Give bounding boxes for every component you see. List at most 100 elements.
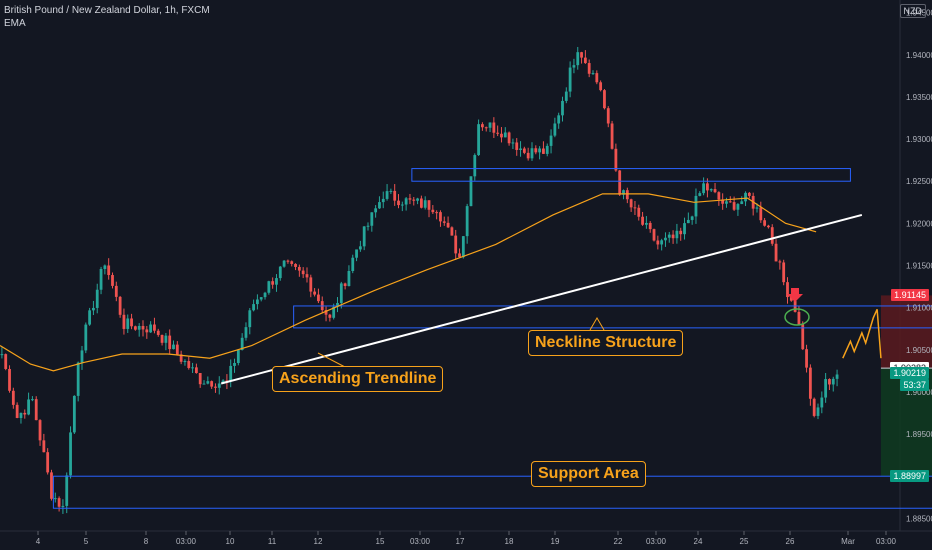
trendline-pointer	[317, 352, 346, 368]
candle-body	[778, 261, 782, 263]
candle-body	[271, 281, 275, 285]
candle-body	[641, 216, 644, 225]
candle-body	[252, 304, 255, 311]
candle-body	[324, 310, 328, 315]
candle-body	[114, 285, 118, 297]
candle-body	[381, 198, 385, 203]
time-axis[interactable]: 4 5 8 03:00 10 11 12 15 03:00 17 18 19 22 03:00 24 25 26…	[36, 531, 897, 546]
candle-body	[679, 230, 683, 235]
candle-body	[419, 198, 423, 208]
time-tick-label: 25	[740, 537, 749, 546]
candle-body	[465, 206, 469, 237]
candle-body	[747, 192, 751, 196]
candle-body	[84, 324, 88, 351]
candle-body	[236, 350, 240, 363]
candle-body	[92, 307, 95, 311]
time-tick-label: Mar	[841, 537, 855, 546]
support-annotation[interactable]: Support Area	[531, 461, 646, 487]
sell-arrow-icon	[787, 288, 803, 302]
time-tick-label: 22	[614, 537, 623, 546]
candle-body	[301, 270, 305, 275]
candle-body	[0, 354, 4, 356]
candle-body	[248, 310, 252, 328]
candle-body	[774, 243, 778, 262]
reversal-circle	[784, 308, 810, 326]
candle-body	[698, 193, 702, 196]
candle-body	[458, 253, 461, 258]
stop-loss-zone	[880, 295, 932, 369]
candle-body	[153, 324, 156, 331]
price-label: 53:37	[900, 379, 929, 392]
candle-body	[378, 202, 381, 209]
candle-body	[568, 67, 572, 92]
candle-body	[835, 374, 839, 379]
candle-body	[107, 265, 111, 276]
candle-body	[725, 201, 728, 204]
candle-body	[717, 192, 721, 200]
candle-body	[278, 266, 282, 279]
candle-body	[370, 212, 374, 226]
candle-body	[57, 498, 61, 507]
candle-body	[27, 399, 30, 415]
price-tick-label: 1.89500	[906, 430, 932, 439]
candle-body	[393, 190, 397, 201]
candle-body	[511, 142, 515, 144]
candle-body	[671, 234, 675, 239]
candle-body	[23, 412, 27, 415]
candle-body	[172, 344, 175, 350]
candle-body	[591, 73, 595, 75]
trendline-annotation[interactable]: Ascending Trendline	[272, 366, 444, 392]
candle-body	[648, 222, 652, 230]
candle-body	[786, 282, 789, 298]
candle-body	[206, 381, 210, 384]
currency-badge[interactable]: NZD	[899, 4, 926, 18]
candle-body	[111, 275, 114, 286]
candle-body	[484, 127, 488, 129]
candle-body	[214, 386, 217, 388]
candle-body	[210, 381, 214, 387]
candle-body	[133, 326, 137, 330]
neckline-zone	[293, 305, 932, 329]
time-tick-label: 11	[268, 537, 277, 546]
candle-body	[38, 420, 42, 441]
time-tick-label: 18	[505, 537, 514, 546]
candle-body	[450, 227, 454, 236]
candle-body	[46, 452, 50, 473]
candle-body	[76, 362, 80, 396]
candle-body	[828, 379, 831, 385]
candle-body	[629, 199, 633, 208]
time-tick-label: 03:00	[876, 537, 897, 546]
candle-body	[728, 201, 732, 203]
candle-body	[130, 318, 133, 327]
candle-body	[168, 335, 172, 350]
candle-body	[538, 148, 542, 153]
candle-body	[576, 52, 580, 66]
time-tick-label: 24	[694, 537, 703, 546]
candle-body	[149, 324, 153, 333]
candle-body	[500, 133, 503, 138]
price-axis[interactable]: 1.94500 1.94000 1.93500 1.93000 1.92500 1.920…	[906, 9, 932, 524]
candle-body	[400, 204, 404, 206]
ema-line	[0, 193, 817, 372]
candle-body	[469, 176, 473, 207]
candle-body	[633, 207, 637, 209]
candle-body	[694, 195, 698, 217]
price-tick-label: 1.90500	[906, 346, 932, 355]
candle-body	[549, 135, 553, 146]
candle-body	[454, 235, 458, 254]
candle-body	[686, 219, 690, 224]
candles-layer	[0, 46, 839, 514]
candle-body	[88, 310, 92, 325]
time-tick-label: 19	[551, 537, 560, 546]
candle-body	[656, 240, 660, 245]
time-tick-label: 12	[314, 537, 323, 546]
candle-body	[431, 209, 435, 213]
symbol-title[interactable]: British Pound / New Zealand Dollar, 1h, …	[4, 5, 210, 16]
neckline-annotation[interactable]: Neckline Structure	[528, 330, 684, 356]
chart-legend: British Pound / New Zealand Dollar, 1h, …	[4, 4, 210, 30]
indicator-label[interactable]: EMA	[4, 18, 26, 29]
candle-body	[702, 183, 705, 194]
candle-body	[358, 246, 362, 250]
candle-body	[736, 204, 740, 210]
